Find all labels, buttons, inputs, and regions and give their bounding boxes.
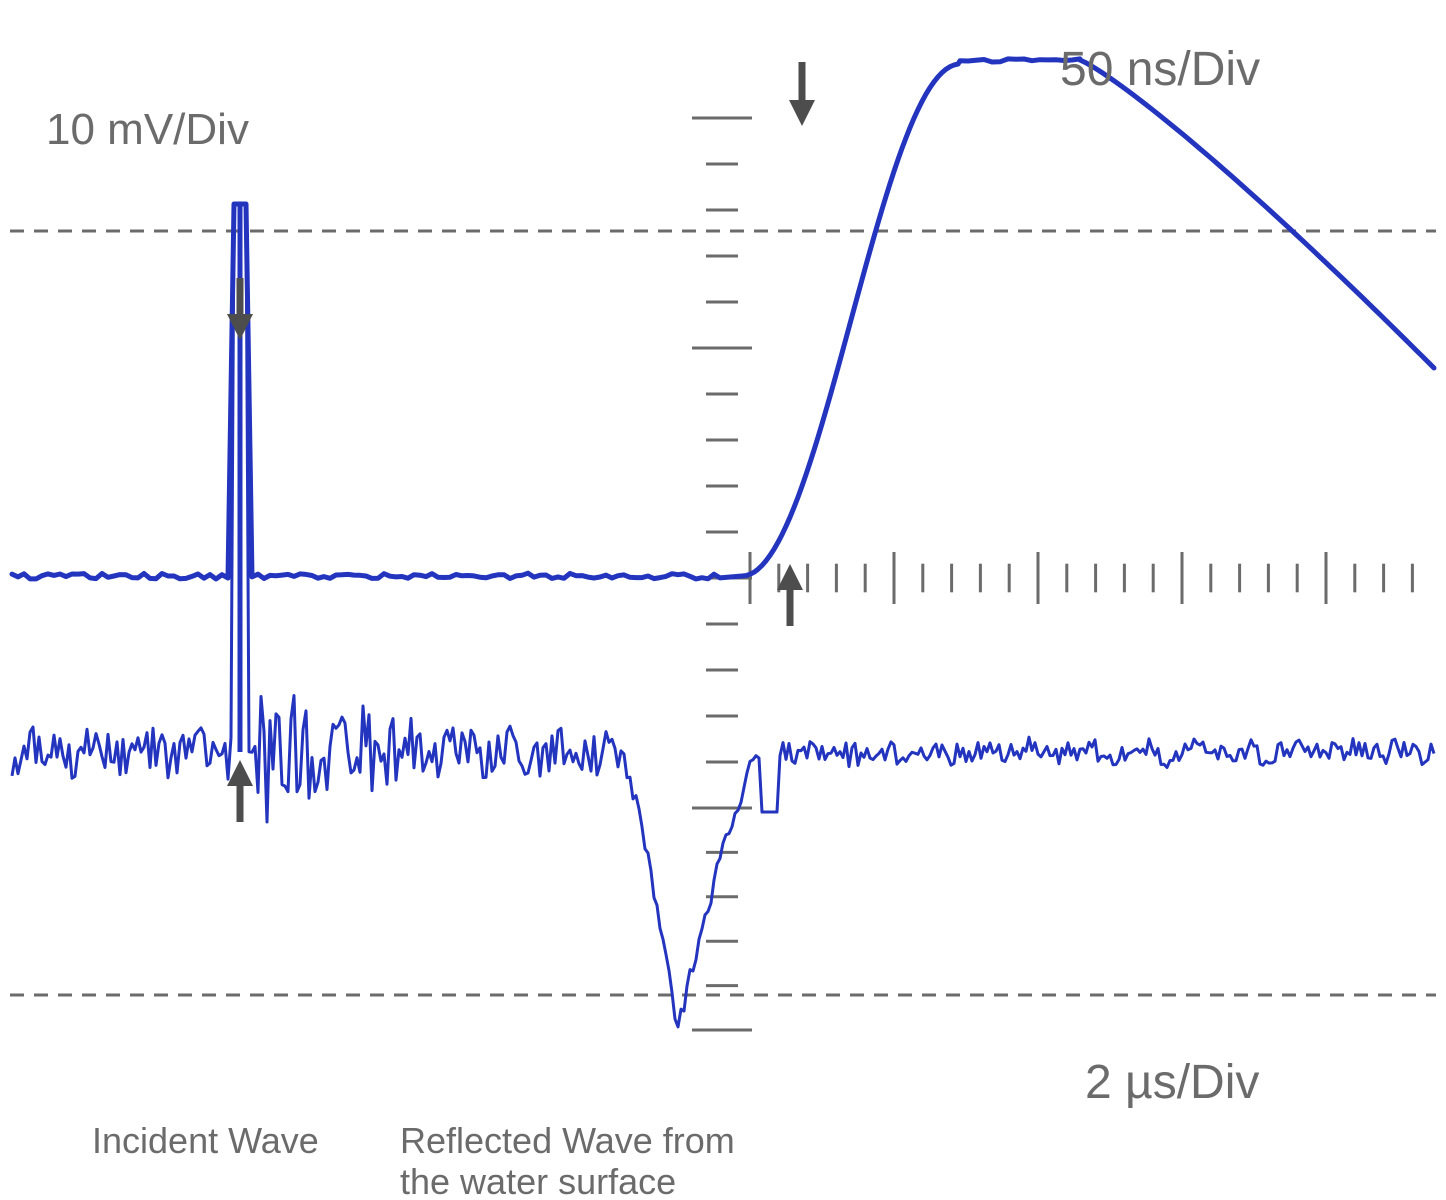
x-scale-top-label: 50 ns/Div (1060, 42, 1260, 97)
arrow-top-right-head (789, 100, 815, 126)
x-scale-bottom-label: 2 µs/Div (1085, 1055, 1259, 1110)
y-scale-label: 10 mV/Div (46, 105, 249, 156)
incident-wave-label: Incident Wave (92, 1120, 319, 1161)
plot-svg (0, 0, 1446, 1200)
arrow-center-right-head (777, 564, 803, 590)
oscilloscope-figure: 10 mV/Div 50 ns/Div 2 µs/Div Incident Wa… (0, 0, 1446, 1200)
reflected-wave-label: Reflected Wave from the water surface (400, 1120, 735, 1200)
trace-lower (12, 204, 1434, 1027)
arrow-incident-bottom-head (227, 760, 253, 786)
